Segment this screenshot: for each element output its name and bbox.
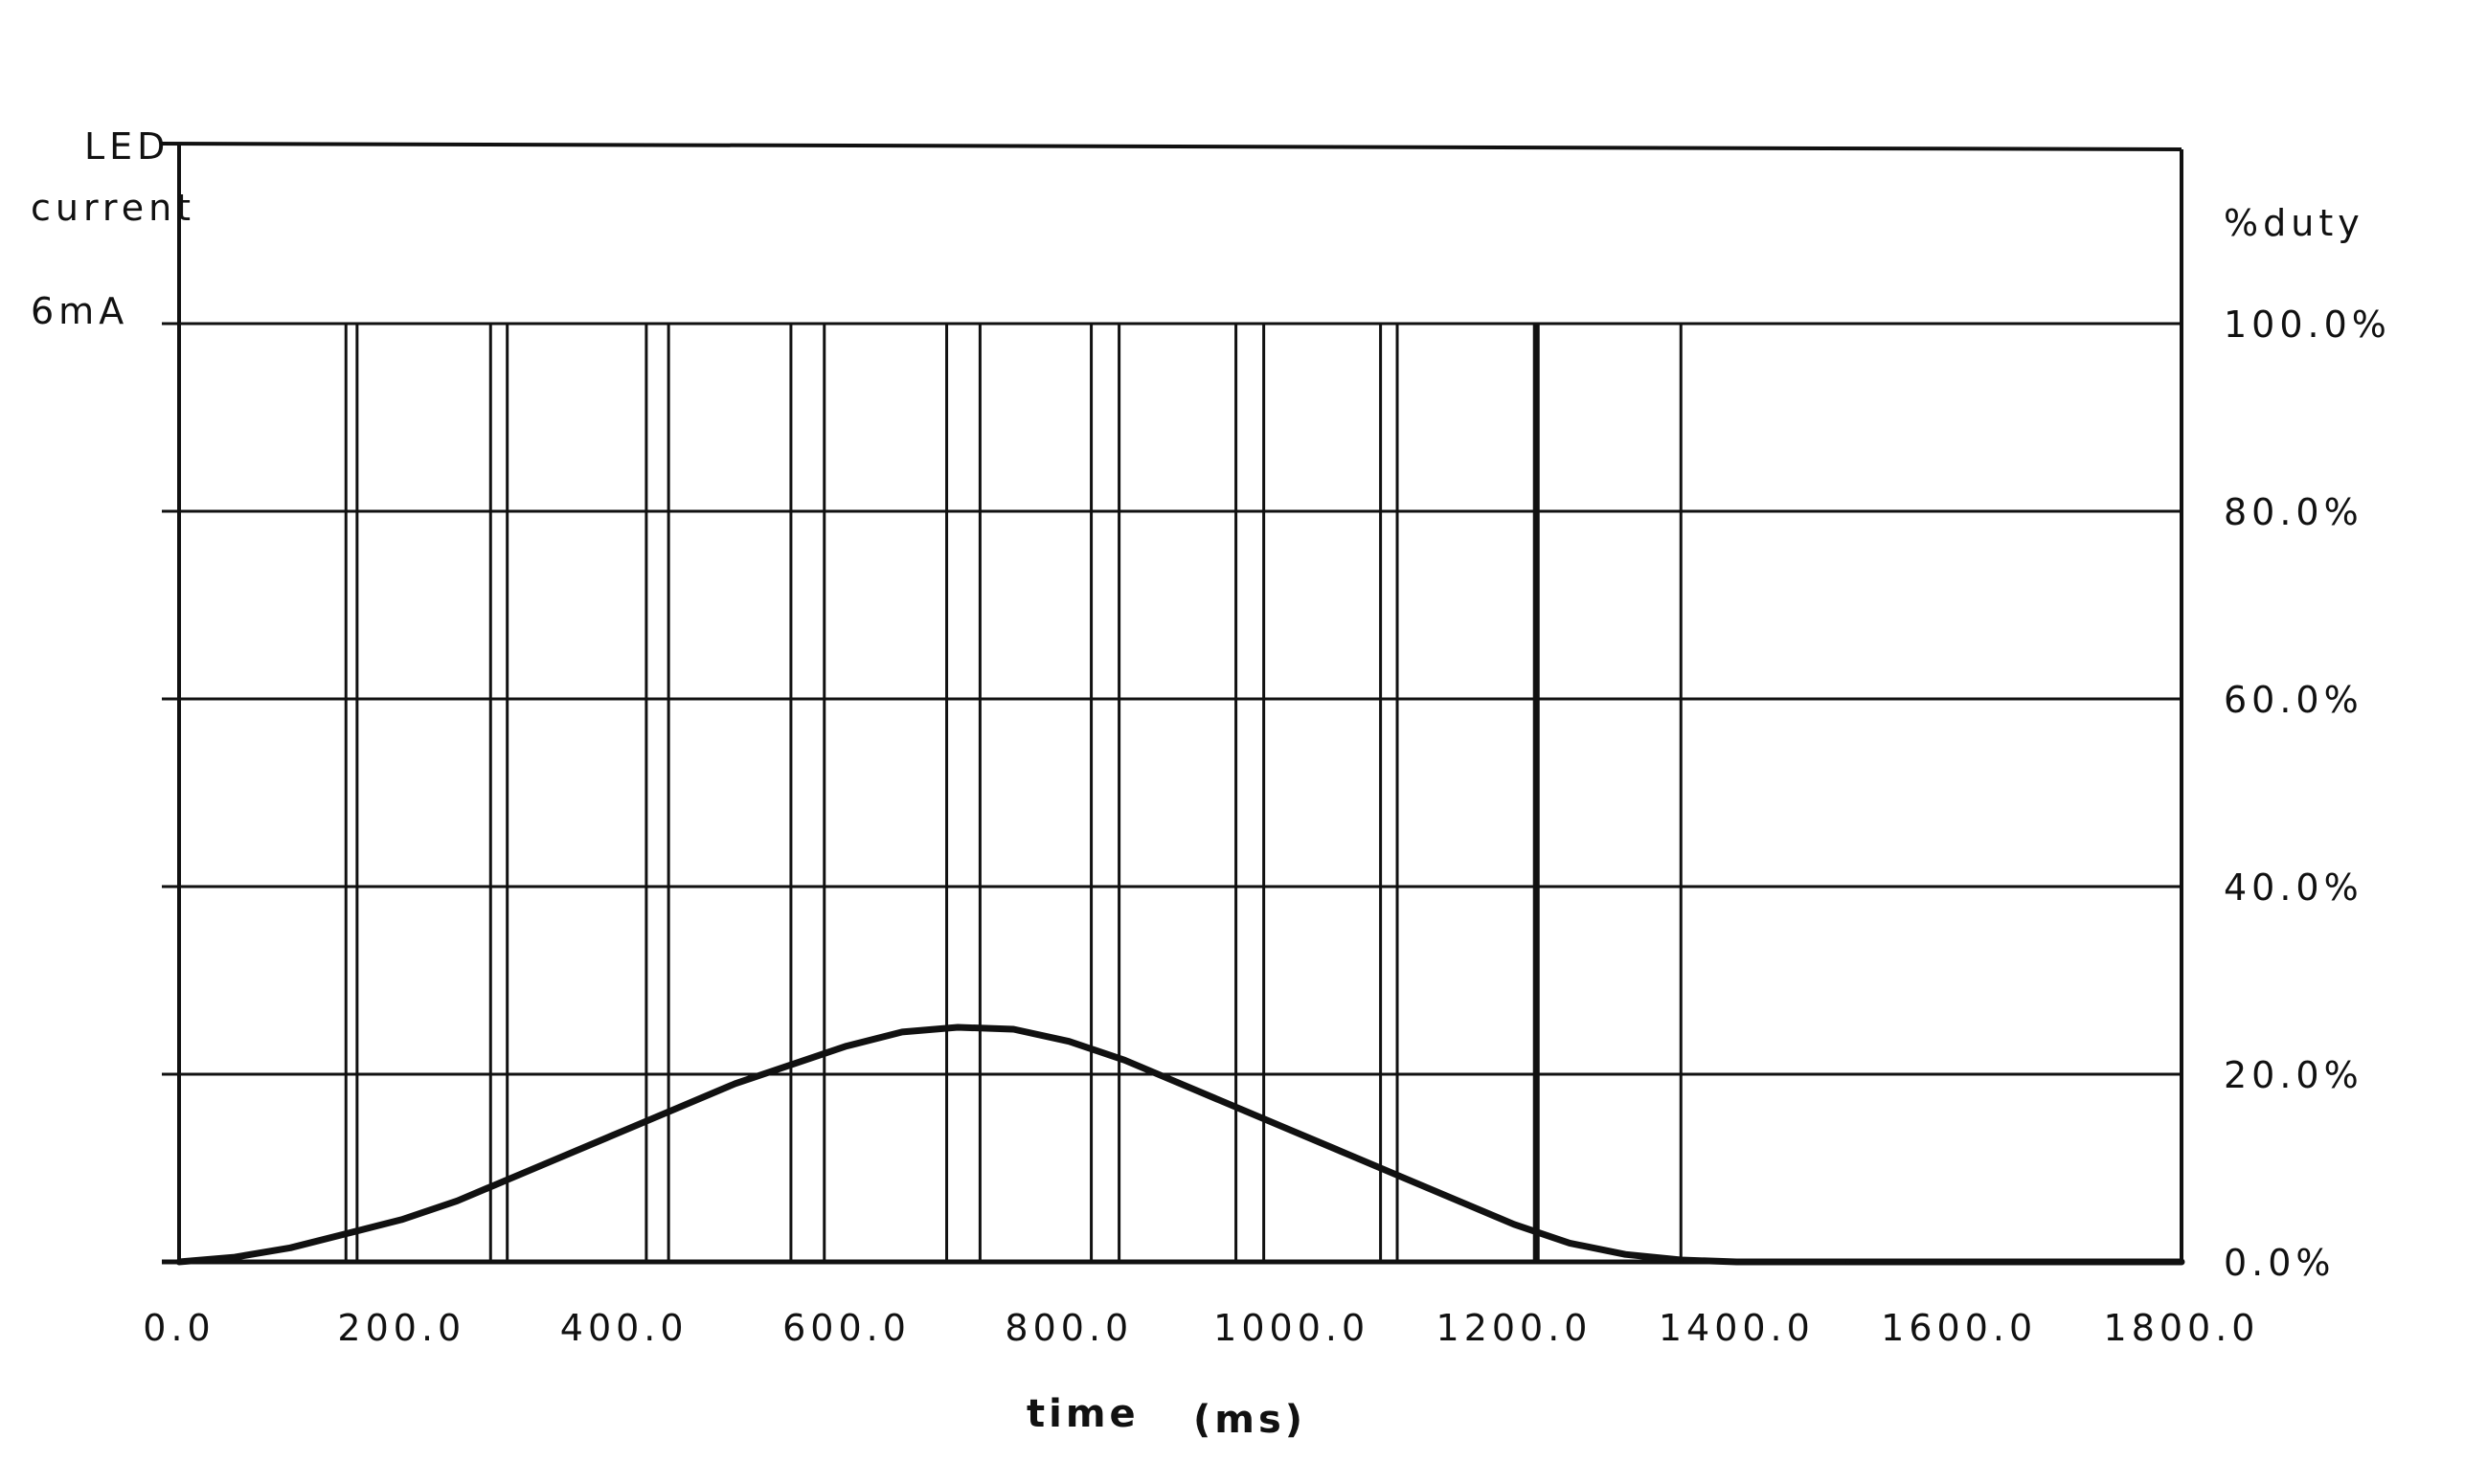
x-tick-label: 600.0 — [782, 1307, 911, 1349]
data-point — [566, 1151, 572, 1157]
data-point — [622, 1128, 627, 1134]
data-point — [1010, 1026, 1016, 1032]
y-tick-label: 20.0% — [2224, 1054, 2363, 1096]
x-tick-label: 200.0 — [337, 1307, 465, 1349]
data-point — [2179, 1259, 2184, 1265]
y-tick-label: 40.0% — [2224, 866, 2363, 909]
left-axis-title-line1: LED — [84, 125, 170, 168]
data-point — [510, 1175, 515, 1180]
data-point — [1678, 1257, 1684, 1263]
data-point — [1567, 1240, 1572, 1246]
data-point — [1121, 1057, 1127, 1063]
y-tick-label: 60.0% — [2224, 679, 2363, 721]
pulse-marks — [344, 324, 1683, 1262]
data-point — [1233, 1104, 1239, 1110]
data-point — [1456, 1198, 1461, 1203]
top-frame-line — [161, 142, 2182, 151]
x-axis-unit: (ms) — [1193, 1398, 1306, 1442]
left-axis-title-line2: current — [31, 187, 195, 229]
duty-cycle-curve — [175, 1023, 2185, 1266]
data-point — [844, 1044, 849, 1049]
x-tick-label: 1800.0 — [2104, 1307, 2260, 1349]
x-tick-label: 0.0 — [143, 1307, 215, 1349]
data-point — [454, 1198, 460, 1203]
left-axis-max-label: 6mA — [31, 290, 128, 332]
y-tick-label: 80.0% — [2224, 491, 2363, 533]
x-tick-labels: 0.0 200.0 400.0 600.0 800.0 1000.0 1200.0 1400.… — [143, 1307, 2260, 1349]
x-tick-label: 1200.0 — [1436, 1307, 1593, 1349]
grid — [162, 322, 2182, 1264]
x-tick-label: 1400.0 — [1659, 1307, 1815, 1349]
y-tick-label: 0.0% — [2224, 1242, 2336, 1284]
data-point — [899, 1029, 905, 1035]
series-layer — [175, 1023, 2185, 1266]
data-point — [343, 1231, 349, 1237]
data-point — [677, 1104, 683, 1110]
data-point — [398, 1217, 404, 1223]
x-tick-label: 400.0 — [560, 1307, 689, 1349]
data-point — [1066, 1039, 1072, 1045]
plot-frame — [161, 142, 2183, 1265]
data-point — [1956, 1259, 1962, 1265]
data-point — [1400, 1175, 1406, 1180]
y-tick-label: 100.0% — [2224, 304, 2391, 346]
x-axis-label: time — [1027, 1392, 1140, 1436]
data-point — [733, 1081, 738, 1087]
x-tick-label: 800.0 — [1005, 1307, 1133, 1349]
data-point — [176, 1259, 182, 1265]
data-point — [232, 1254, 237, 1260]
right-axis-title: %duty — [2224, 202, 2364, 244]
data-point — [1845, 1259, 1850, 1265]
data-point — [1178, 1081, 1183, 1087]
data-point — [788, 1062, 794, 1068]
x-tick-label: 1000.0 — [1213, 1307, 1369, 1349]
data-point — [1289, 1128, 1295, 1134]
data-point — [1622, 1251, 1628, 1257]
data-point — [1733, 1259, 1739, 1265]
y-tick-labels: 0.0% 20.0% 40.0% 60.0% 80.0% 100.0% — [2224, 304, 2391, 1284]
data-point — [955, 1024, 961, 1030]
data-point — [1345, 1151, 1350, 1157]
data-point — [1511, 1222, 1517, 1227]
data-point — [287, 1245, 293, 1250]
x-tick-label: 1600.0 — [1881, 1307, 2037, 1349]
